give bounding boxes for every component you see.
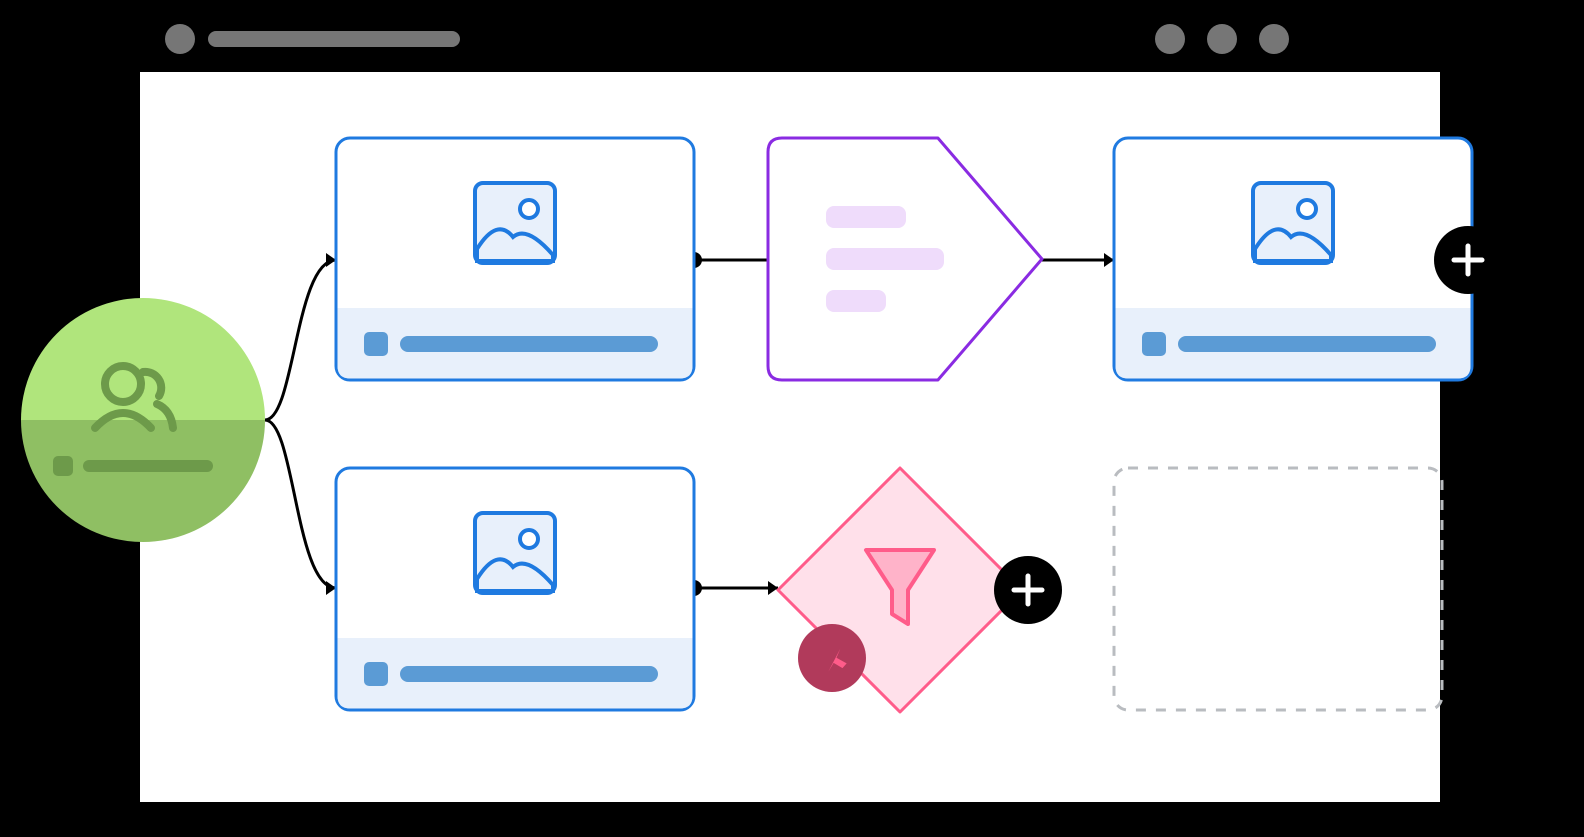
cursor-badge[interactable]: [798, 624, 866, 692]
card-footer-square-icon: [364, 332, 388, 356]
decision-bar: [826, 248, 944, 270]
card-footer-square-icon: [1142, 332, 1166, 356]
image-icon-sun: [520, 530, 538, 548]
decision-bar: [826, 206, 906, 228]
address-bar-dot-icon: [165, 24, 195, 54]
image-icon: [1253, 183, 1333, 263]
start-label-bar: [83, 460, 213, 472]
card3[interactable]: [1114, 138, 1472, 380]
image-icon: [475, 513, 555, 593]
card-footer-bar: [400, 666, 658, 682]
add-button[interactable]: [1434, 226, 1502, 294]
decision-bar: [826, 290, 886, 312]
start-node[interactable]: [21, 298, 265, 542]
diagram-canvas: [0, 0, 1584, 832]
card-footer-bar: [400, 336, 658, 352]
image-icon-sun: [520, 200, 538, 218]
window-control-dot-icon: [1259, 24, 1289, 54]
card-footer-bar: [1178, 336, 1436, 352]
image-icon-sun: [1298, 200, 1316, 218]
address-bar-placeholder: [208, 31, 460, 47]
window-control-dot-icon: [1207, 24, 1237, 54]
add-button[interactable]: [994, 556, 1062, 624]
start-label-square: [53, 456, 73, 476]
window-control-dot-icon: [1155, 24, 1185, 54]
card1[interactable]: [336, 138, 694, 380]
image-icon: [475, 183, 555, 263]
card2[interactable]: [336, 468, 694, 710]
card-footer-square-icon: [364, 662, 388, 686]
